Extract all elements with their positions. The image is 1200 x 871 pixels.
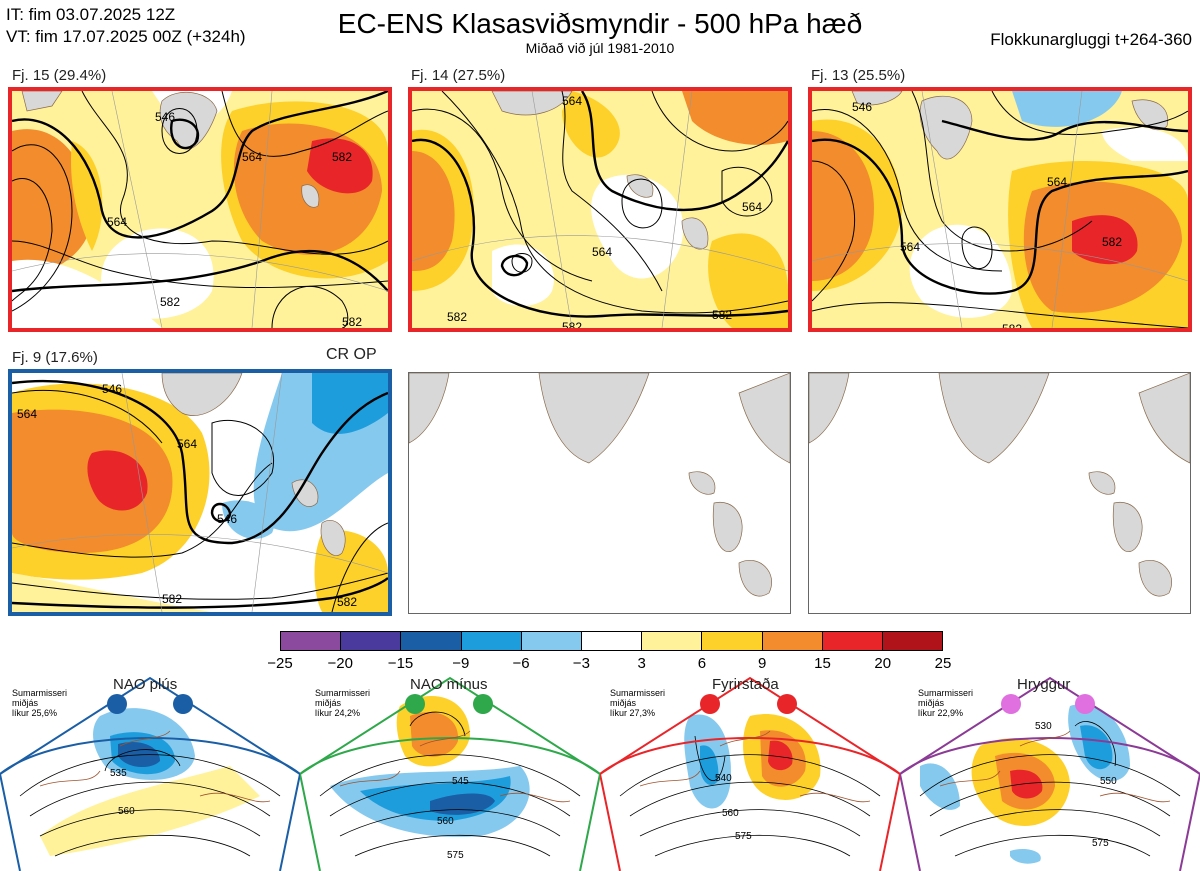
init-time: IT: fim 03.07.2025 12Z: [6, 5, 176, 24]
contour-label: 582: [1102, 235, 1122, 249]
colorbar-tick: −20: [327, 655, 353, 672]
colorbar-tick: 3: [637, 655, 646, 672]
contour-label: 564: [592, 245, 612, 259]
contour-label: 564: [107, 215, 127, 229]
colorbar-tick: −6: [512, 655, 530, 672]
valid-time: VT: fim 17.07.2025 00Z (+324h): [6, 27, 246, 46]
contour-label: 530: [1035, 721, 1052, 732]
contour-label: 582: [332, 150, 352, 164]
regime-marker: [173, 694, 193, 714]
cluster-map-4: 546 564 546 564 582 582: [8, 369, 392, 616]
contour-label: 582: [160, 295, 180, 309]
panel-3-label: Fj. 13 (25.5%): [811, 67, 906, 84]
colorbar-swatch: [882, 632, 943, 650]
regime-marker: [473, 694, 493, 714]
window-label: Flokkunargluggi t+264-360: [990, 30, 1192, 49]
contour-label: 564: [177, 437, 197, 451]
contour-label: 564: [742, 200, 762, 214]
contour-label: 560: [437, 816, 454, 827]
regime-title: NAO mínus: [410, 676, 488, 693]
regime-blocking: 540 560 575 Sumarmisseri miðjás líkur 27,3…: [600, 676, 900, 871]
contour-label: 564: [1047, 175, 1067, 189]
regime-title: Fyrirstaða: [712, 676, 779, 693]
contour-label: 582: [712, 308, 732, 322]
colorbar-swatch: [521, 632, 582, 650]
contour-label: 546: [155, 110, 175, 124]
page-subtitle: Miðað við júl 1981-2010: [525, 40, 675, 56]
contour-label: 582: [342, 315, 362, 328]
regime-note: Sumarmisseri miðjás líkur 24,2%: [315, 688, 371, 718]
colorbar-swatch: [461, 632, 522, 650]
contour-label: 560: [118, 806, 135, 817]
colorbar-swatch: [281, 632, 342, 650]
contour-label: 575: [1092, 838, 1109, 849]
cluster-map-1: 546 564 582 564 582 582: [8, 87, 392, 332]
regime-marker: [1075, 694, 1095, 714]
regime-ridge: 530 550 575 Sumarmisseri miðjás líkur 22,9…: [900, 676, 1200, 871]
colorbar-tick: 9: [758, 655, 767, 672]
contour-label: 550: [1100, 776, 1117, 787]
contour-label: 582: [162, 592, 182, 606]
cluster-map-3: 546 564 564 582 582: [808, 87, 1192, 332]
colorbar-tick: 15: [814, 655, 831, 672]
colorbar-swatch: [341, 632, 402, 650]
contour-label: 564: [900, 240, 920, 254]
colorbar-swatch: [822, 632, 883, 650]
colorbar-tick: −3: [572, 655, 590, 672]
colorbar-tick: 6: [697, 655, 707, 672]
colorbar-tick: 25: [934, 655, 952, 672]
colorbar-tick: −9: [452, 655, 470, 672]
contour-label: 546: [102, 382, 122, 396]
panel-1-label: Fj. 15 (29.4%): [12, 67, 107, 84]
contour-label: 582: [337, 595, 357, 609]
colorbar: [280, 631, 943, 651]
regime-marker: [700, 694, 720, 714]
contour-label: 560: [722, 808, 739, 819]
colorbar-swatch: [642, 632, 703, 650]
colorbar-tick: 20: [874, 655, 892, 672]
regime-marker: [1001, 694, 1021, 714]
contour-label: 546: [852, 100, 872, 114]
cluster-map-2: 564 564 582 582 582 564: [408, 87, 792, 332]
regime-note: Sumarmisseri miðjás líkur 27,3%: [610, 688, 666, 718]
empty-map-6: [808, 372, 1191, 614]
regime-marker: [777, 694, 797, 714]
regime-marker: [405, 694, 425, 714]
contour-label: 582: [447, 310, 467, 324]
contour-label: 575: [447, 850, 464, 861]
colorbar-swatch: [762, 632, 823, 650]
contour-label: 545: [452, 776, 469, 787]
colorbar-tick: −25: [267, 655, 293, 672]
regime-nao-minus: 545 560 575 Sumarmisseri miðjás líkur 24,2…: [300, 676, 600, 871]
contour-label: 564: [17, 407, 37, 421]
regime-note: Sumarmisseri miðjás líkur 22,9%: [918, 688, 974, 718]
contour-label: 582: [562, 320, 582, 328]
contour-label: 564: [242, 150, 262, 164]
panel-2-label: Fj. 14 (27.5%): [411, 67, 506, 84]
panel-4-tag: CR OP: [326, 346, 377, 363]
colorbar-tick: −15: [387, 655, 414, 672]
colorbar-swatch: [401, 632, 462, 650]
regime-title: Hryggur: [1017, 676, 1071, 693]
colorbar-swatch: [581, 632, 643, 650]
contour-label: 582: [1002, 322, 1022, 328]
page-title: EC-ENS Klasasviðsmyndir - 500 hPa hæð: [337, 8, 863, 39]
regime-title: NAO plús: [113, 676, 178, 693]
colorbar-ticks: −25 −20 −15 −9 −6 −3 3 6 9 15 20 25: [262, 655, 962, 675]
regime-nao-plus: 535 560 Sumarmisseri miðjás líkur 25,6% NA…: [0, 676, 300, 871]
colorbar-swatch: [702, 632, 763, 650]
regime-marker: [107, 694, 127, 714]
contour-label: 564: [562, 94, 582, 108]
contour-label: 546: [217, 512, 237, 526]
empty-map-5: [408, 372, 791, 614]
contour-label: 540: [715, 773, 732, 784]
header-left: IT: fim 03.07.2025 12Z VT: fim 17.07.202…: [6, 4, 246, 48]
regime-note: Sumarmisseri miðjás líkur 25,6%: [12, 688, 68, 718]
panel-4-label: Fj. 9 (17.6%): [12, 349, 98, 366]
contour-label: 575: [735, 831, 752, 842]
contour-label: 535: [110, 768, 127, 779]
